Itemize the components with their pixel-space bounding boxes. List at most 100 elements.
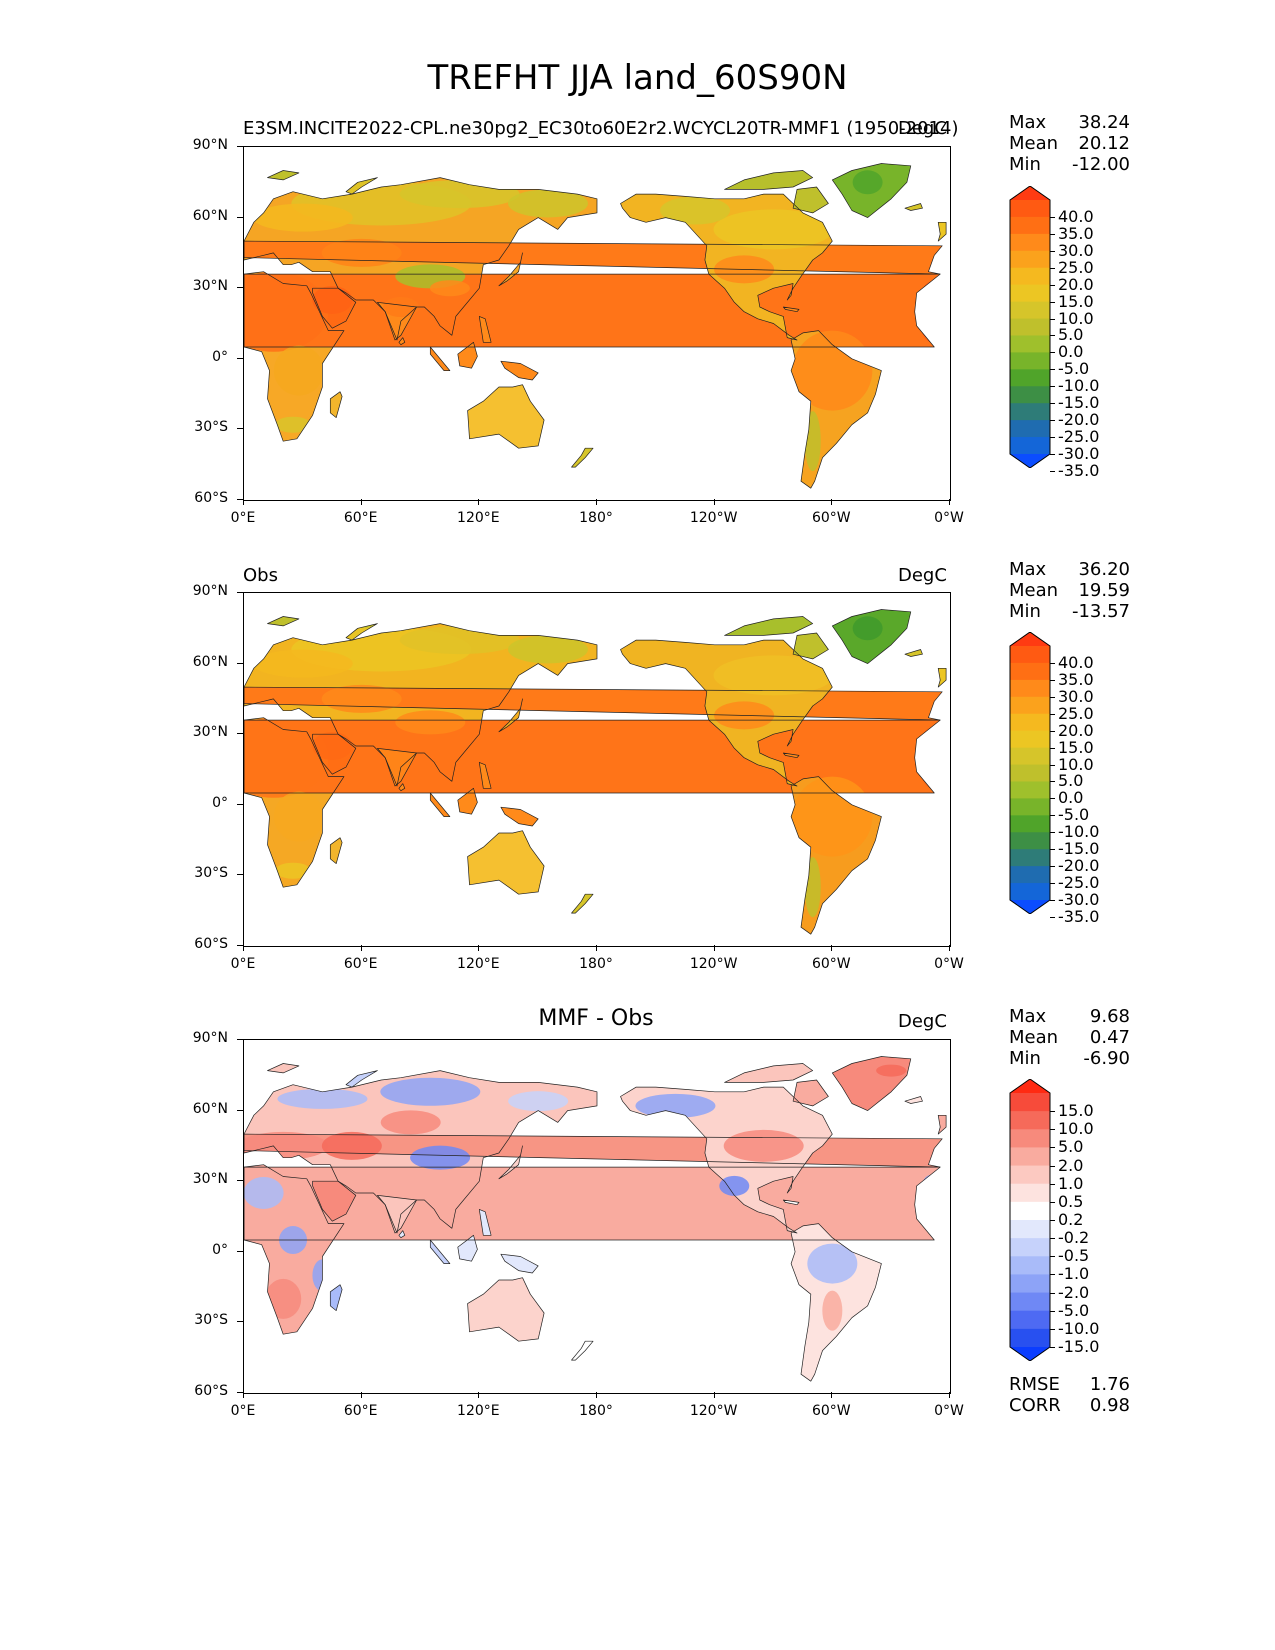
colorbar-tick-mark (1050, 662, 1055, 664)
colorbar-tick-label: 10.0 (1058, 754, 1094, 774)
land-australia (467, 1277, 545, 1342)
coastline-arabia (312, 1180, 357, 1222)
colorbar-extend-min (1010, 1347, 1050, 1361)
coastline-madagascar (329, 1284, 343, 1311)
colorbar-segment (1010, 284, 1050, 303)
coastline-srilanka (398, 1230, 406, 1239)
lat-tick-mark (237, 357, 243, 359)
coastline-nz (571, 893, 594, 914)
colorbar-tick-label: -5.0 (1058, 359, 1090, 379)
lon-tick-mark (243, 499, 244, 505)
lon-tick-label: 180° (579, 1403, 613, 1419)
lat-tick-mark (237, 287, 243, 289)
coastline-arabia (312, 733, 357, 775)
coastline-africa_w (244, 1166, 941, 1241)
coastline-greenland (831, 1056, 912, 1111)
colorbar-segment (1010, 1093, 1050, 1112)
colorbar-tick-label: 20.0 (1058, 720, 1094, 740)
land-nz (571, 894, 594, 914)
colorbar-tick-mark (1050, 1220, 1055, 1221)
stat-min-label: Min (1009, 154, 1041, 175)
field-blob (822, 1290, 843, 1331)
lat-tick-mark (237, 216, 243, 218)
colorbar-segment (1010, 781, 1050, 799)
colorbar-segment (1010, 1111, 1050, 1130)
land-cuba (783, 307, 799, 312)
colorbar-tick-label: 0.5 (1058, 1191, 1084, 1211)
lat-tick-mark (237, 1321, 243, 1323)
land-cuba (783, 753, 799, 758)
colorbar-tick-mark (1050, 883, 1055, 885)
colorbar-tick-mark (1050, 900, 1055, 901)
lat-tick-label: 30°N (192, 724, 228, 741)
lat-tick-label: 0° (212, 1241, 228, 1258)
colorbar-tick-label: 10.0 (1058, 1119, 1094, 1139)
lon-tick-label: 60°E (343, 1403, 378, 1419)
land-borneo (457, 788, 478, 815)
colorbar-tick-mark (1050, 1328, 1055, 1330)
stat-mean-label: Mean (1009, 580, 1059, 601)
colorbar-segment (1010, 200, 1050, 218)
lon-tick-label: 120°W (689, 956, 738, 972)
coastline-newguinea (500, 1253, 539, 1274)
colorbar-obs-svg (1009, 631, 1051, 915)
lat-tick-label: 90°N (192, 583, 228, 599)
colorbar-tick-label: -20.0 (1058, 856, 1100, 876)
panel-diff-title: MMF - Obs (538, 1006, 654, 1031)
colorbar-segment (1010, 696, 1050, 715)
land-borneo (457, 1235, 478, 1262)
land-svalbard (267, 170, 299, 180)
lon-tick-mark (596, 499, 597, 505)
colorbar-tick-label: -30.0 (1058, 890, 1100, 909)
colorbar-tick-label: 5.0 (1058, 325, 1084, 345)
colorbar-segment (1010, 420, 1050, 438)
field-blob (380, 1110, 441, 1135)
colorbar-extend-max (1010, 186, 1050, 200)
colorbar-segment (1010, 713, 1050, 732)
colorbar-tick-mark (1050, 679, 1055, 681)
colorbar-model (1008, 185, 1052, 472)
colorbar-tick-mark (1050, 369, 1055, 371)
land-newguinea (500, 1254, 539, 1273)
colorbar-extend-min (1010, 900, 1050, 914)
lon-tick-label: 0°W (934, 1403, 964, 1419)
coastline-australia (467, 1277, 545, 1342)
colorbar-segment (1010, 216, 1050, 235)
colorbar-tick-mark (1050, 250, 1055, 252)
diff-map-svg (244, 1056, 947, 1382)
coastline-nz (571, 447, 594, 468)
land-svalbard (267, 616, 299, 626)
panel-model-title: E3SM.INCITE2022-CPL.ne30pg2_EC30to60E2r2… (243, 118, 959, 139)
colorbar-tick-label: -25.0 (1058, 427, 1100, 447)
land-uk (938, 668, 947, 688)
colorbar-segment (1010, 267, 1050, 286)
land-canada_arch (724, 170, 813, 190)
lat-tick-mark (237, 1109, 243, 1111)
colorbar-segment (1010, 250, 1050, 269)
field-blob (852, 170, 883, 195)
field-blob (399, 626, 520, 655)
lon-tick-label: 0°W (934, 956, 964, 972)
stat-min-value: -6.90 (1083, 1048, 1130, 1069)
colorbar-tick-mark (1050, 318, 1055, 320)
colorbar-tick-mark (1050, 1165, 1055, 1167)
colorbar-tick-label: -20.0 (1058, 410, 1100, 430)
map-obs (243, 592, 951, 947)
lon-tick-label: 120°E (457, 956, 500, 972)
colorbar-tick-label: 30.0 (1058, 686, 1094, 706)
lat-tick-mark (237, 1250, 243, 1252)
lat-tick-label: 60°N (192, 1100, 228, 1117)
colorbar-segment (1010, 764, 1050, 782)
coastline-baffin (792, 1079, 829, 1107)
colorbar-tick-label: -1.0 (1058, 1264, 1090, 1284)
field-blob (252, 649, 353, 678)
lon-tick-mark (713, 945, 715, 951)
colorbar-extend-min (1010, 454, 1050, 468)
land-india (377, 748, 417, 786)
stat-max-label: Max (1009, 559, 1047, 580)
colorbar-tick-mark (1050, 1292, 1055, 1294)
colorbar-tick-mark (1050, 216, 1055, 218)
coastline-cuba (782, 306, 800, 313)
colorbar-tick-mark (1050, 713, 1055, 715)
field-blob (507, 189, 588, 218)
